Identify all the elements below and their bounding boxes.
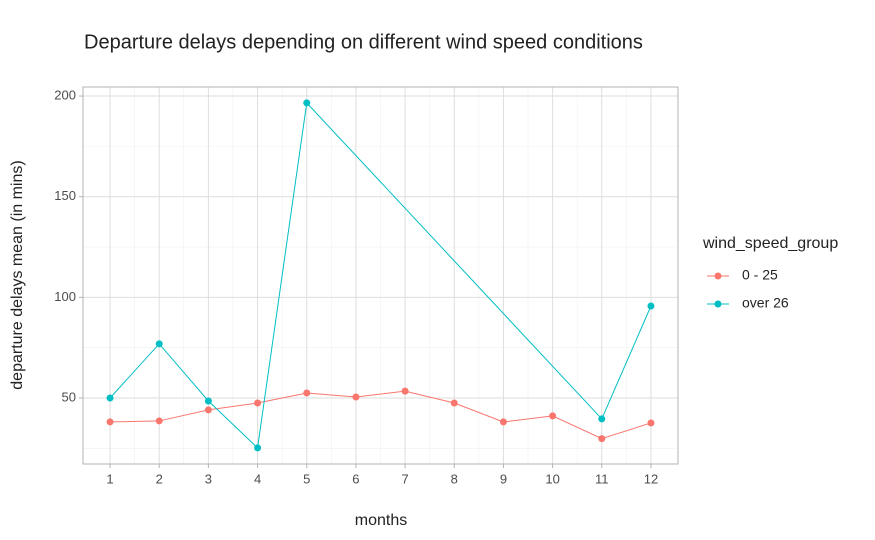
data-point: [254, 399, 262, 407]
data-point: [155, 340, 163, 348]
y-axis-title: departure delays mean (in mins): [9, 160, 26, 389]
data-point: [204, 406, 212, 414]
y-tick-label: 200: [54, 87, 76, 102]
x-tick-label: 7: [401, 471, 408, 486]
data-point: [303, 389, 311, 397]
x-tick-label: 10: [545, 471, 559, 486]
data-point: [647, 419, 655, 427]
data-point: [598, 435, 606, 443]
data-point: [598, 415, 606, 423]
data-point: [499, 418, 507, 426]
data-point: [254, 444, 262, 452]
y-tick-label: 100: [54, 289, 76, 304]
chart-title: Departure delays depending on different …: [84, 31, 643, 53]
data-point: [549, 412, 557, 420]
data-point: [401, 387, 409, 395]
series-line: [110, 390, 652, 440]
y-tick-label: 150: [54, 188, 76, 203]
x-tick-label: 6: [352, 471, 359, 486]
x-tick-label: 4: [254, 471, 261, 486]
legend-title: wind_speed_group: [702, 235, 838, 252]
data-point: [450, 399, 458, 407]
legend-swatch-dot: [714, 272, 722, 280]
y-tick-label: 50: [62, 389, 76, 404]
x-tick-label: 9: [500, 471, 507, 486]
data-point: [106, 418, 114, 426]
data-point: [204, 397, 212, 405]
panel-border: [82, 86, 679, 465]
data-point: [647, 302, 655, 310]
x-tick-label: 5: [303, 471, 310, 486]
x-tick-label: 12: [644, 471, 658, 486]
legend-swatch-dot: [714, 300, 722, 308]
legend-label: over 26: [742, 295, 789, 311]
x-tick-label: 3: [205, 471, 212, 486]
data-point: [303, 99, 311, 107]
x-tick-label: 8: [451, 471, 458, 486]
x-axis-title: months: [355, 512, 407, 529]
x-tick-label: 2: [156, 471, 163, 486]
legend-label: 0 - 25: [742, 267, 778, 283]
x-tick-label: 11: [595, 471, 609, 486]
data-point: [352, 393, 360, 401]
data-point: [106, 394, 114, 402]
x-tick-label: 1: [106, 471, 113, 486]
data-point: [155, 417, 163, 425]
